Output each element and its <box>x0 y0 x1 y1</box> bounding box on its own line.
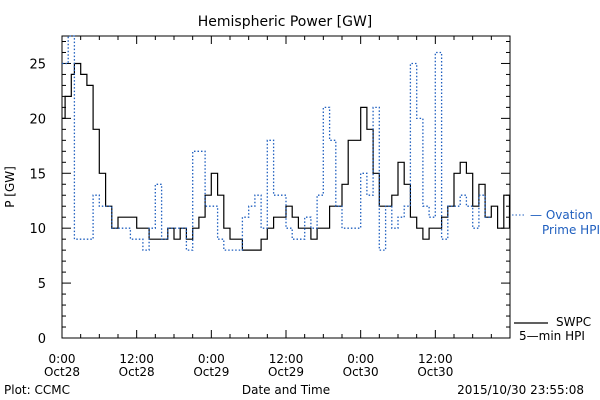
x-axis: 0:00Oct2812:00Oct280:00Oct2912:00Oct290:… <box>44 36 511 379</box>
y-tick-label: 10 <box>29 222 46 237</box>
plot-timestamp: 2015/10/30 23:55:08 <box>457 383 584 397</box>
y-tick-label: 25 <box>29 57 46 72</box>
y-axis-label: P [GW] <box>3 166 17 208</box>
x-tick-label: Oct28 <box>119 365 155 379</box>
x-tick-label: 12:00 <box>269 352 304 366</box>
y-tick-label: 5 <box>38 277 46 292</box>
series-line-swpc <box>62 62 511 251</box>
x-tick-label: Oct29 <box>193 365 229 379</box>
legend-ovation-label: — Ovation <box>530 208 593 222</box>
legend-swpc-label: SWPC <box>556 315 591 329</box>
x-tick-label: 0:00 <box>49 352 76 366</box>
x-tick-label: 0:00 <box>198 352 225 366</box>
x-tick-label: Oct28 <box>44 365 80 379</box>
plot-credit: Plot: CCMC <box>4 383 70 397</box>
y-tick-label: 0 <box>38 332 46 347</box>
x-tick-label: 0:00 <box>347 352 374 366</box>
legend-ovation-label: Prime HPI <box>542 223 600 237</box>
legend-swpc-label: 5—min HPI <box>519 329 585 343</box>
plot-frame <box>61 35 511 339</box>
y-axis: 0 5 10 15 20 25 <box>29 40 510 347</box>
x-tick-label: 12:00 <box>418 352 453 366</box>
series-layer <box>62 35 511 251</box>
series-line-ovation <box>62 35 492 251</box>
y-tick-label: 20 <box>29 112 46 127</box>
x-tick-label: 12:00 <box>119 352 154 366</box>
x-tick-label: Oct29 <box>268 365 304 379</box>
x-axis-label: Date and Time <box>242 383 330 397</box>
chart-title: Hemispheric Power [GW] <box>198 14 373 30</box>
x-tick-label: Oct30 <box>343 365 379 379</box>
y-tick-label: 15 <box>29 167 46 182</box>
x-tick-label: Oct30 <box>417 365 453 379</box>
